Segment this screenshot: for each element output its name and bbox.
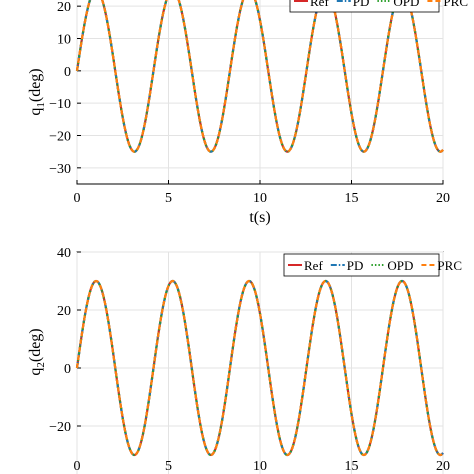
x-tick-label: 20	[436, 191, 450, 206]
legend-box	[283, 253, 440, 277]
y-tick-label: 0	[64, 362, 71, 377]
y-tick-label: −10	[49, 97, 71, 112]
y-label-sub: 2	[35, 362, 47, 368]
legend-label-pd: PD	[353, 0, 370, 9]
legend-label-ref: Ref	[304, 258, 323, 273]
y-label-main: q	[27, 368, 44, 376]
svg-text:q2(deg): q2(deg)	[27, 328, 47, 375]
x-tick-label: 0	[74, 459, 81, 474]
axis-ticks: 0 5 10 15 20 20 10 0 −10 −20 −30	[49, 0, 450, 206]
legend-label-prc: PRC	[443, 0, 468, 9]
y-label-unit: (deg)	[27, 328, 44, 362]
y-tick-label: −20	[49, 420, 71, 435]
legend: Ref PD OPD PRC	[283, 253, 462, 277]
y-label-main: q	[27, 108, 44, 116]
legend-label-prc: PRC	[437, 258, 462, 273]
y-tick-label: −30	[49, 162, 71, 177]
legend-label-pd: PD	[347, 258, 364, 273]
series-line-opd	[75, 279, 444, 457]
y-tick-label: −20	[49, 130, 71, 145]
legend-label-opd: OPD	[393, 0, 419, 9]
series-lines	[75, 0, 444, 153]
y-label-unit: (deg)	[27, 68, 44, 102]
legend-label-ref: Ref	[310, 0, 329, 9]
y-tick-label: 10	[57, 33, 71, 48]
series-line-prc	[75, 0, 444, 153]
x-tick-label: 5	[165, 459, 172, 474]
legend-label-opd: OPD	[387, 258, 413, 273]
y-axis-label: q1(deg)	[27, 68, 47, 115]
legend: Ref PD OPD PRC	[289, 0, 468, 13]
x-tick-label: 15	[345, 459, 359, 474]
y-tick-label: 0	[64, 65, 71, 80]
x-tick-label: 20	[436, 459, 450, 474]
y-tick-label: 20	[57, 304, 71, 319]
y-tick-label: 20	[57, 0, 71, 15]
series-line-opd	[75, 0, 444, 153]
x-tick-label: 10	[253, 459, 267, 474]
svg-text:q1(deg): q1(deg)	[27, 68, 47, 115]
x-axis-label: t(s)	[249, 209, 270, 226]
y-axis-label: q2(deg)	[27, 328, 47, 375]
series-lines	[75, 279, 444, 457]
y-label-sub: 1	[35, 102, 47, 108]
x-tick-label: 15	[345, 191, 359, 206]
x-tick-label: 0	[74, 191, 81, 206]
x-tick-label: 10	[253, 191, 267, 206]
y-tick-label: 40	[57, 246, 71, 261]
x-tick-label: 5	[165, 191, 172, 206]
series-line-prc	[75, 279, 444, 457]
